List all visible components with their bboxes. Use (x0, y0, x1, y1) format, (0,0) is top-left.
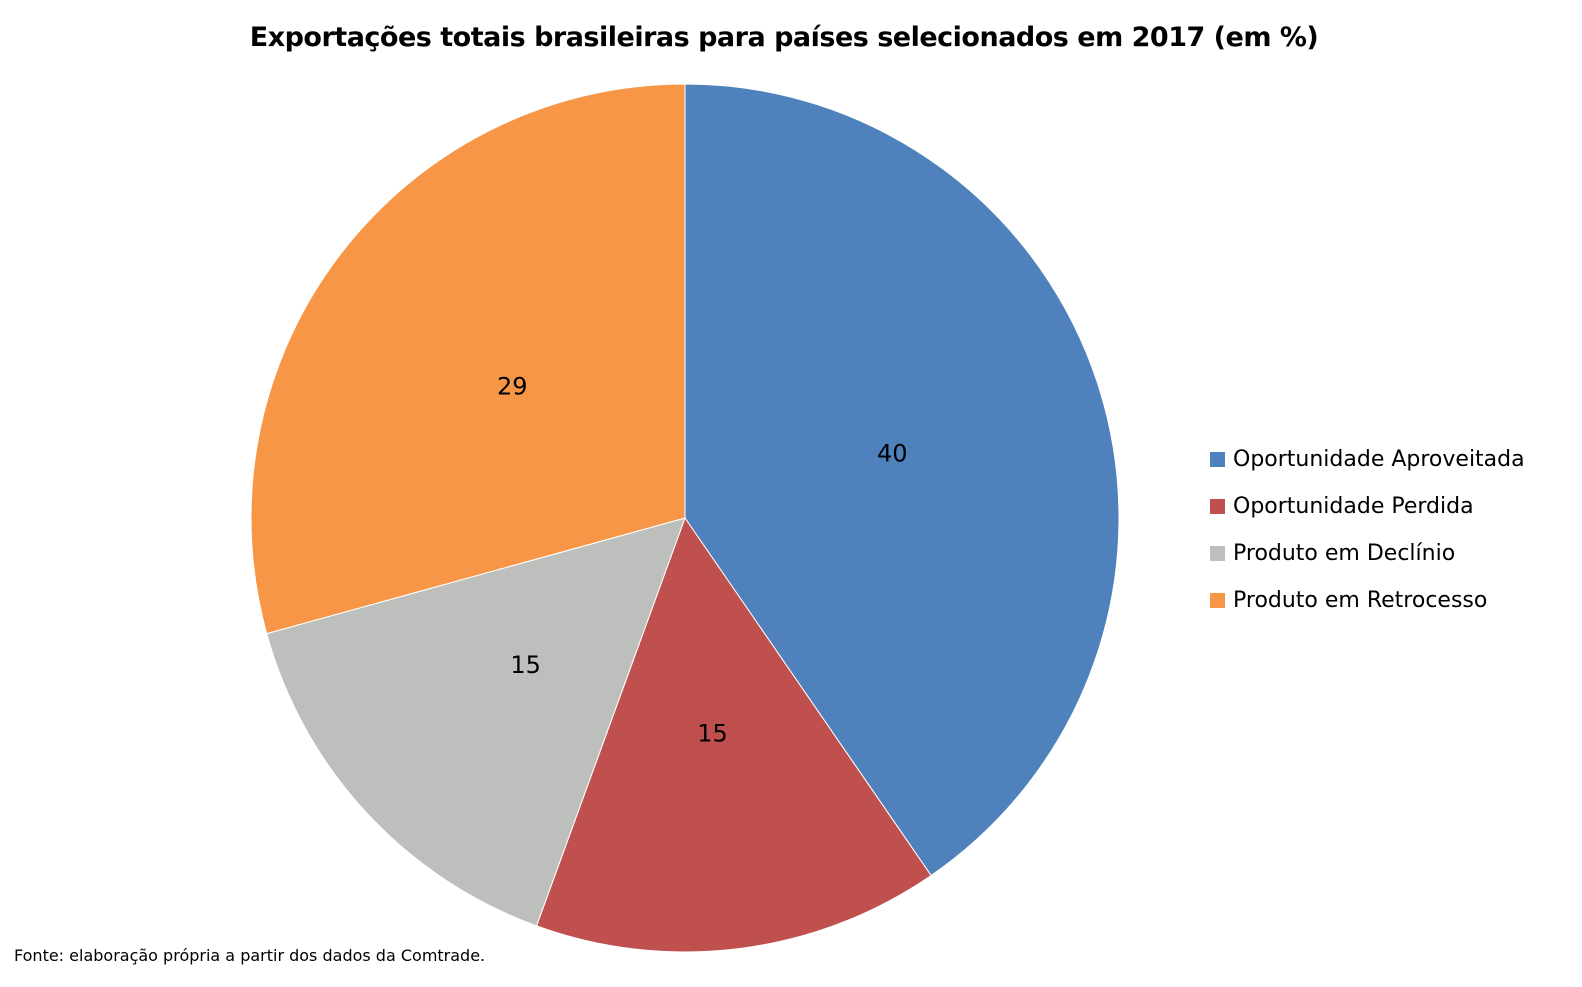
data-label: 15 (510, 651, 541, 679)
legend-swatch (1210, 452, 1225, 467)
legend-swatch (1210, 499, 1225, 514)
legend-label: Produto em Declínio (1233, 541, 1456, 566)
legend-item: Produto em Declínio (1210, 530, 1525, 577)
legend-item: Oportunidade Aproveitada (1210, 436, 1525, 483)
legend-label: Oportunidade Aproveitada (1233, 447, 1525, 472)
legend-label: Oportunidade Perdida (1233, 494, 1474, 519)
legend-label: Produto em Retrocesso (1233, 588, 1488, 613)
legend-swatch (1210, 593, 1225, 608)
pie-slice-produto-em-decl-nio (266, 517, 686, 927)
legend-item: Oportunidade Perdida (1210, 483, 1525, 530)
chart-title: Exportações totais brasileiras para país… (249, 22, 1319, 53)
data-label: 40 (877, 440, 908, 468)
legend-swatch (1210, 546, 1225, 561)
pie-slice-oportunidade-perdida (535, 516, 932, 953)
data-label: 15 (697, 719, 728, 747)
pie-slice-produto-em-retrocesso (250, 83, 686, 635)
data-label: 29 (497, 373, 528, 401)
legend-item: Produto em Retrocesso (1210, 577, 1525, 624)
pie-slice-oportunidade-aproveitada (684, 83, 1120, 877)
legend: Oportunidade Aproveitada Oportunidade Pe… (1210, 436, 1525, 624)
source-note: Fonte: elaboração própria a partir dos d… (14, 946, 486, 965)
